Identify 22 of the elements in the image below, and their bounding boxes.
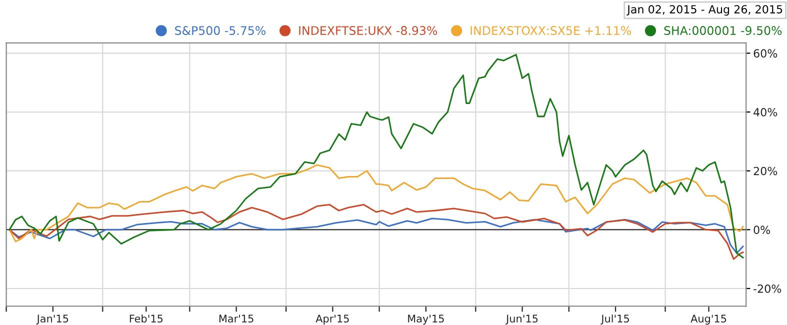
legend-label: SHA:000001 -9.50% (664, 26, 782, 35)
legend-label: INDEXFTSE:UKX -8.93% (299, 26, 438, 35)
line-series (8, 164, 744, 242)
line-series (8, 54, 744, 258)
y-tick-label: 40% (754, 108, 778, 116)
x-tick-label: Jul'15 (600, 314, 629, 324)
x-tick-label: May'15 (408, 314, 444, 325)
legend-label: INDEXSTOXX:SX5E +1.11% (470, 26, 631, 35)
line-series (8, 218, 744, 254)
x-tick-label: Feb'15 (130, 314, 163, 323)
line-series (8, 204, 744, 260)
x-tick-label: Jan'15 (36, 314, 68, 324)
text: Jan 02, 2015 - Aug 26, 2015 (626, 5, 782, 16)
y-tick-label: 0% (754, 226, 770, 234)
legend-label: S&P500 -5.75% (175, 26, 266, 35)
y-tick-label: 60% (754, 49, 778, 58)
y-tick-label: -20% (754, 284, 782, 293)
x-tick-label: Apr'15 (316, 314, 349, 325)
x-tick-label: Jun'15 (506, 314, 538, 324)
y-tick-label: 20% (754, 166, 778, 176)
x-tick-label: Mar'15 (219, 314, 254, 323)
x-tick-label: Aug'15 (690, 314, 726, 325)
